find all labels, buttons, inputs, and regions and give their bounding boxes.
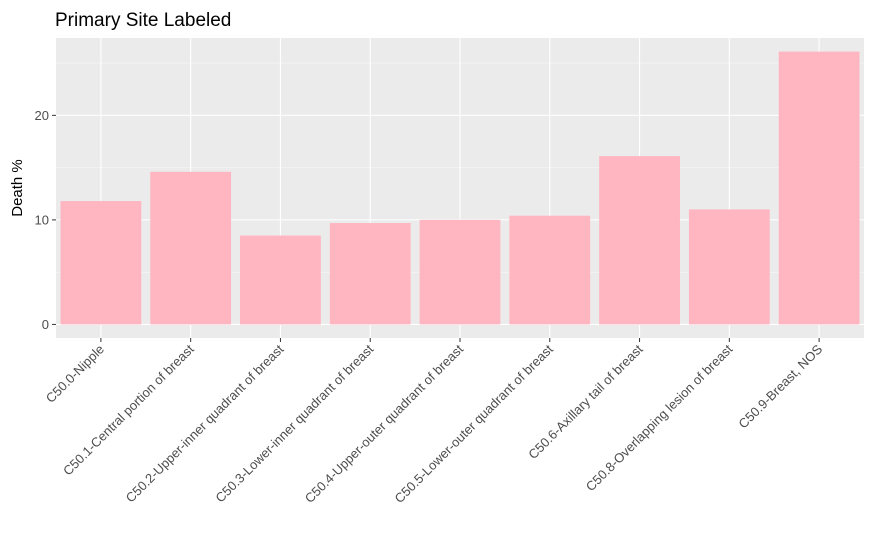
x-tick-label: C50.3-Lower-inner quadrant of breast bbox=[212, 341, 376, 505]
x-tick-label: C50.2-Upper-inner quadrant of breast bbox=[123, 341, 287, 505]
y-tick-label: 0 bbox=[42, 317, 49, 332]
bar bbox=[778, 51, 860, 325]
y-tick-label: 10 bbox=[35, 212, 49, 227]
x-tick-label: C50.5-Lower-outer quadrant of breast bbox=[391, 341, 556, 506]
bar bbox=[599, 156, 680, 325]
x-tick-label: C50.9-Breast, NOS bbox=[735, 341, 825, 431]
bar bbox=[240, 235, 321, 325]
bar bbox=[419, 219, 501, 325]
bar bbox=[150, 171, 232, 325]
y-tick-label: 20 bbox=[35, 108, 49, 123]
x-tick-label: C50.8-Overlapping lesion of breast bbox=[583, 341, 736, 494]
x-tick-label: C50.4-Upper-outer quadrant of breast bbox=[302, 341, 467, 506]
bars bbox=[60, 51, 860, 325]
y-axis-title: Death % bbox=[9, 159, 26, 217]
bar bbox=[688, 209, 770, 325]
bar bbox=[60, 201, 142, 325]
chart-title: Primary Site Labeled bbox=[55, 10, 231, 31]
bar bbox=[509, 215, 591, 325]
y-axis: 0 10 20 bbox=[35, 108, 56, 332]
x-tick-label: C50.0-Nipple bbox=[43, 342, 107, 406]
bar bbox=[329, 223, 411, 325]
